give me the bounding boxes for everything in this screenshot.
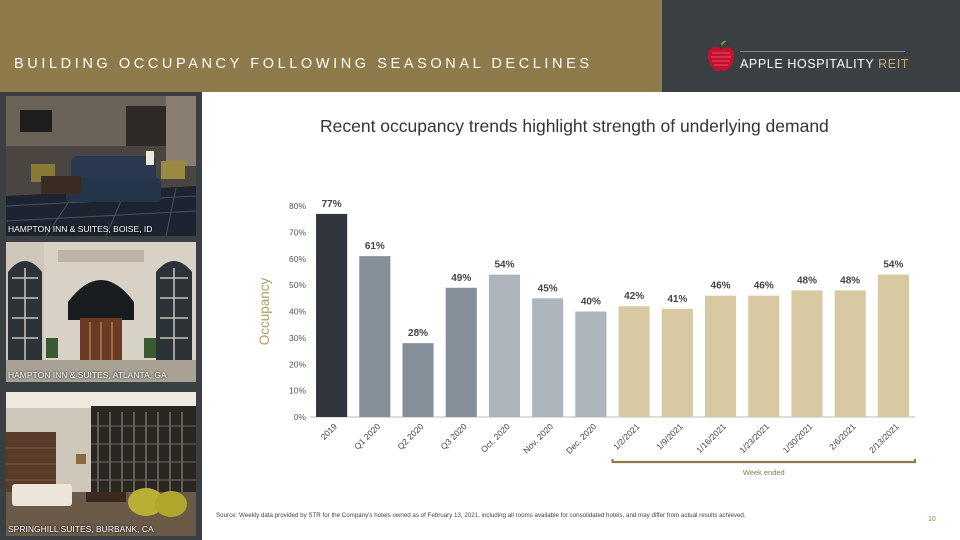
y-tick-label: 60% xyxy=(289,254,306,264)
bar-value-label: 40% xyxy=(581,297,601,308)
bar-2-13-2021 xyxy=(877,274,909,417)
bar-nov-2020 xyxy=(532,298,564,417)
x-tick-label: 1/16/2021 xyxy=(694,421,728,455)
x-tick-label: Q3 2020 xyxy=(439,421,469,451)
bar-q3-2020 xyxy=(445,287,477,417)
y-tick-label: 70% xyxy=(289,227,306,237)
bar-q1-2020 xyxy=(359,256,391,417)
bar-2019 xyxy=(316,213,348,417)
logo-band: APPLE HOSPITALITY REIT xyxy=(662,0,960,92)
week-ended-label: Week ended xyxy=(743,468,785,477)
y-tick-label: 30% xyxy=(289,333,306,343)
bar-value-label: 48% xyxy=(840,275,860,286)
bar-value-label: 61% xyxy=(365,241,385,252)
logo-main-text: APPLE HOSPITALITY xyxy=(740,57,875,71)
hotel-photo-burbank: SPRINGHILL SUITES, BURBANK, CA xyxy=(6,392,196,536)
source-note: Source: Weekly data provided by STR for … xyxy=(216,512,746,519)
x-tick-label: 1/2/2021 xyxy=(611,421,642,452)
x-tick-label: 1/30/2021 xyxy=(781,421,815,455)
bar-value-label: 49% xyxy=(451,273,471,284)
bar-value-label: 54% xyxy=(494,260,514,271)
logo-text: APPLE HOSPITALITY REIT xyxy=(740,57,909,71)
y-axis: 0% 10% 20% 30% 40% 50% 60% 70% 80% xyxy=(289,201,306,422)
y-axis-label: Occupancy xyxy=(257,277,272,345)
page-title: BUILDING OCCUPANCY FOLLOWING SEASONAL DE… xyxy=(14,56,593,72)
bar-1-16-2021 xyxy=(704,295,737,417)
bar-value-label: 45% xyxy=(538,283,558,294)
company-logo: APPLE HOSPITALITY REIT xyxy=(704,40,914,71)
bar-value-label: 48% xyxy=(797,275,817,286)
bar-value-label: 41% xyxy=(667,294,687,305)
y-tick-label: 80% xyxy=(289,201,306,211)
bars xyxy=(316,213,909,417)
hotel-photo-boise: HAMPTON INN & SUITES, BOISE, ID xyxy=(6,96,196,236)
logo-reit-text: REIT xyxy=(878,57,910,71)
x-tick-label: 1/9/2021 xyxy=(654,421,685,452)
y-tick-label: 40% xyxy=(289,307,306,317)
lounge-photo-image xyxy=(6,392,196,536)
header-band: BUILDING OCCUPANCY FOLLOWING SEASONAL DE… xyxy=(0,0,662,92)
photo-caption: SPRINGHILL SUITES, BURBANK, CA xyxy=(8,524,154,534)
facade-photo-image xyxy=(6,242,196,382)
y-tick-label: 50% xyxy=(289,280,306,290)
photo-panel: HAMPTON INN & SUITES, BOISE, ID HAMPTON … xyxy=(0,92,202,540)
bar-value-label: 77% xyxy=(322,199,342,210)
page-number: 10 xyxy=(928,516,936,523)
bar-value-labels: 77% 61% 28% 49% 54% 45% 40% 42% 41% 46% 46% 48% 48% 5… xyxy=(322,199,904,339)
bar-1-30-2021 xyxy=(791,290,823,417)
x-tick-label: Q2 2020 xyxy=(395,421,425,451)
x-axis-ticks: 2019 Q1 2020 Q2 2020 Q3 2020 Oct. 2020 Nov. 2… xyxy=(319,421,901,456)
apple-icon xyxy=(708,40,734,71)
x-tick-label: Q1 2020 xyxy=(352,421,382,451)
bar-q2-2020 xyxy=(402,343,434,417)
week-ended-bracket xyxy=(611,459,917,464)
bar-1-23-2021 xyxy=(748,295,780,417)
bar-value-label: 54% xyxy=(883,260,903,271)
bar-value-label: 28% xyxy=(408,328,428,339)
x-tick-label: 2/13/2021 xyxy=(867,421,901,455)
bar-1-9-2021 xyxy=(661,308,693,417)
hotel-photo-atlanta: HAMPTON INN & SUITES, ATLANTA, GA xyxy=(6,242,196,382)
lobby-photo-image xyxy=(6,96,196,236)
y-tick-label: 10% xyxy=(289,386,306,396)
bar-oct-2020 xyxy=(488,274,521,417)
y-tick-label: 0% xyxy=(294,412,307,422)
photo-caption: HAMPTON INN & SUITES, BOISE, ID xyxy=(8,224,153,234)
photo-caption: HAMPTON INN & SUITES, ATLANTA, GA xyxy=(8,370,167,380)
x-tick-label: 2019 xyxy=(319,421,340,442)
y-tick-label: 20% xyxy=(289,359,306,369)
occupancy-bar-chart: 0% 10% 20% 30% 40% 50% 60% 70% 80% Occupancy 77%… xyxy=(257,199,917,477)
x-tick-label: 2/6/2021 xyxy=(827,421,858,452)
x-tick-label: Nov. 2020 xyxy=(521,421,555,455)
x-tick-label: Dec. 2020 xyxy=(564,421,599,456)
bar-value-label: 46% xyxy=(754,281,774,292)
bar-value-label: 46% xyxy=(711,281,731,292)
x-tick-label: Oct. 2020 xyxy=(479,421,512,454)
bar-1-2-2021 xyxy=(618,306,650,417)
chart-headline: Recent occupancy trends highlight streng… xyxy=(320,116,829,136)
logo-rule xyxy=(740,51,905,52)
bar-dec-2020 xyxy=(575,311,607,417)
bar-value-label: 42% xyxy=(624,291,644,302)
x-tick-label: 1/23/2021 xyxy=(737,421,771,455)
bar-2-6-2021 xyxy=(834,290,866,417)
